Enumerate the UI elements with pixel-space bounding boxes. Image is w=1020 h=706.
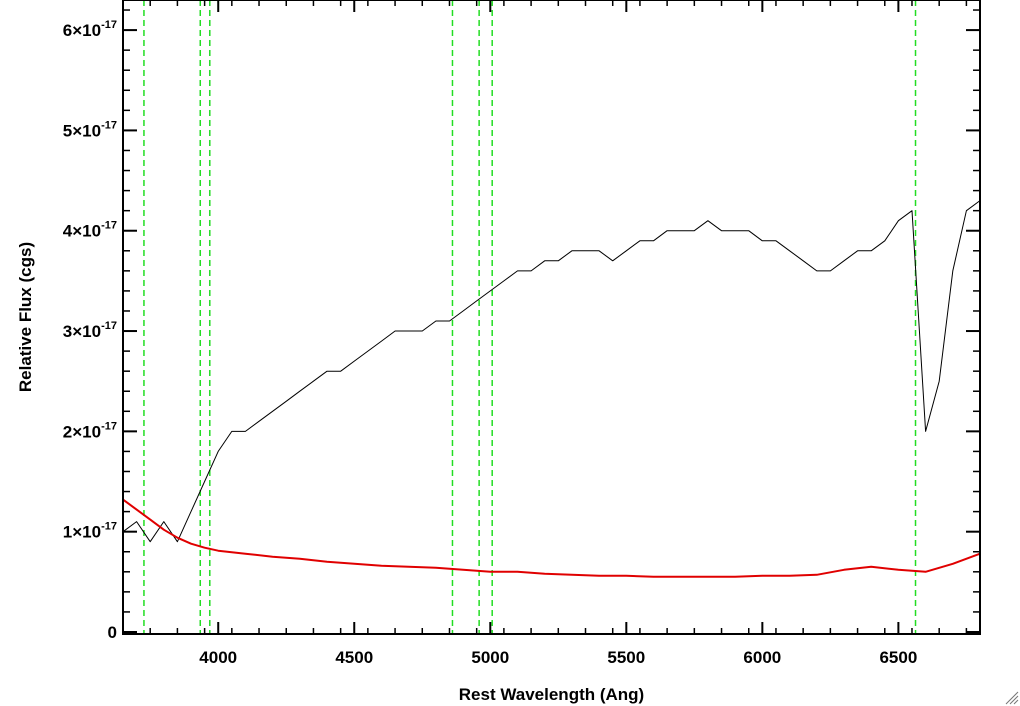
x-tick-label: 4000 (199, 648, 237, 667)
y-tick-label: 3×10-17 (63, 320, 117, 341)
x-tick-label: 5000 (471, 648, 509, 667)
y-tick-label: 1×10-17 (63, 521, 117, 542)
x-tick-label: 6000 (743, 648, 781, 667)
y-tick-label: 5×10-17 (63, 119, 117, 140)
y-tick-labels: 0 1×10-17 2×10-17 3×10-17 4×10-17 5×10-17 6×10… (63, 19, 117, 642)
observed-spectrum-line (122, 200, 981, 543)
model-spectrum-line (122, 498, 981, 578)
emission-line-markers (143, 0, 917, 634)
y-tick-label: 0 (108, 623, 117, 642)
window-resize-grip-icon[interactable] (1005, 691, 1019, 705)
axis-ticks (122, 0, 980, 634)
y-axis-title: Relative Flux (cgs) (16, 242, 35, 392)
x-tick-label: 4500 (335, 648, 373, 667)
x-axis-title: Rest Wavelength (Ang) (459, 685, 644, 704)
plot-frame (122, 0, 981, 635)
y-tick-label: 4×10-17 (63, 220, 117, 241)
spectrum-series (122, 200, 981, 578)
x-tick-labels: 4000 4500 5000 5500 6000 6500 (199, 648, 917, 667)
x-tick-label: 6500 (879, 648, 917, 667)
x-tick-label: 5500 (607, 648, 645, 667)
y-tick-label: 6×10-17 (63, 19, 117, 40)
y-tick-label: 2×10-17 (63, 420, 117, 441)
